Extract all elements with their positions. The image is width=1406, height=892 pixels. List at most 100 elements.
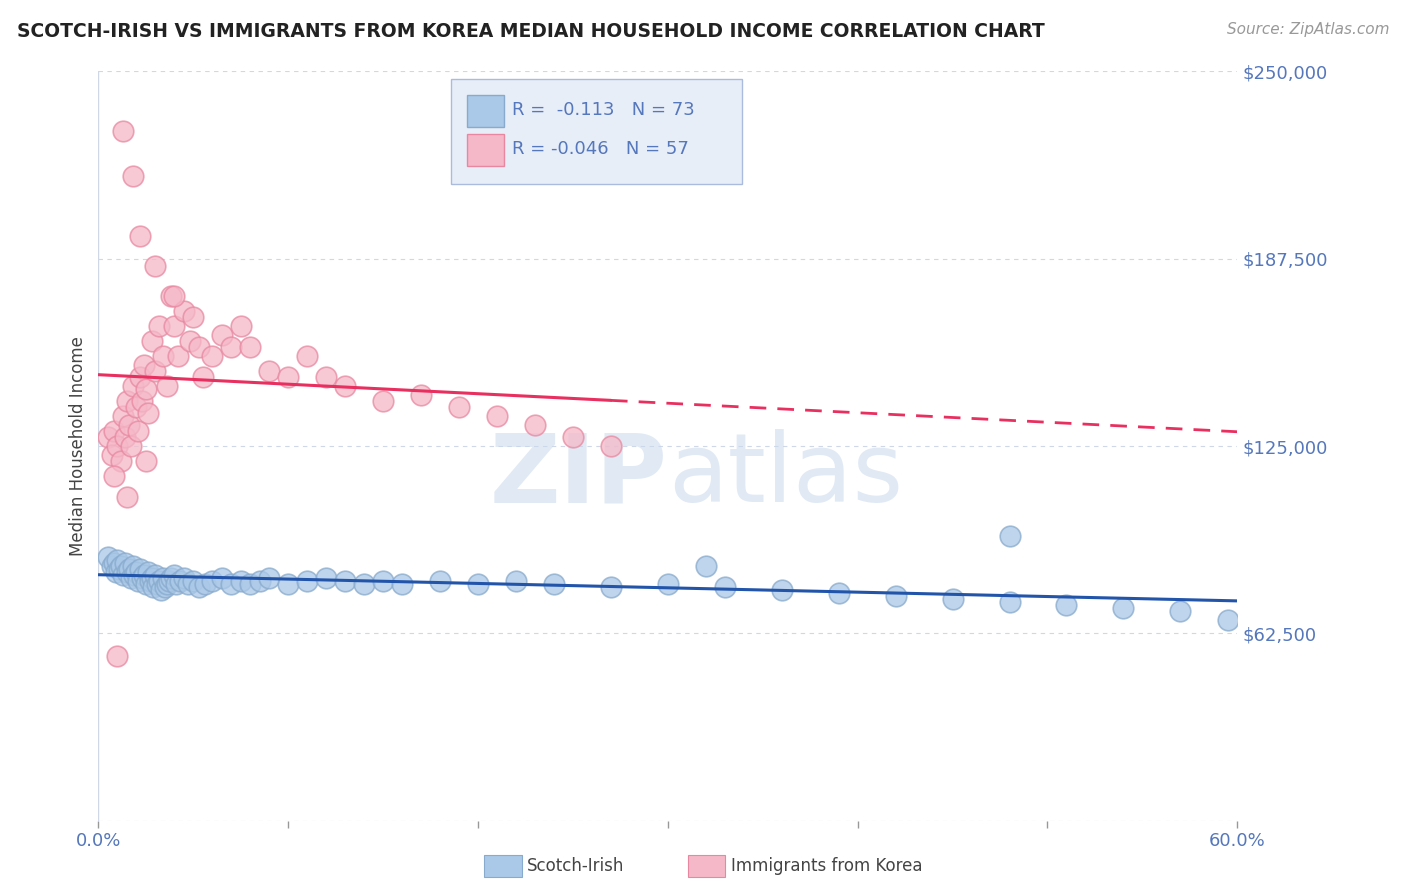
Point: [131, 571, 153, 585]
Point: [107, 439, 129, 453]
Point: [183, 310, 205, 325]
Text: Immigrants from Korea: Immigrants from Korea: [731, 857, 922, 875]
Point: [115, 565, 138, 579]
Point: [229, 574, 252, 588]
Point: [335, 379, 357, 393]
Point: [165, 577, 187, 591]
Point: [600, 439, 623, 453]
Point: [315, 370, 337, 384]
FancyBboxPatch shape: [451, 78, 742, 184]
Point: [124, 567, 146, 582]
Point: [657, 577, 679, 591]
Point: [315, 571, 337, 585]
Point: [114, 430, 136, 444]
Text: SCOTCH-IRISH VS IMMIGRANTS FROM KOREA MEDIAN HOUSEHOLD INCOME CORRELATION CHART: SCOTCH-IRISH VS IMMIGRANTS FROM KOREA ME…: [17, 22, 1045, 41]
Point: [132, 358, 155, 372]
Point: [129, 562, 152, 576]
Point: [115, 490, 138, 504]
Point: [159, 571, 181, 585]
Point: [136, 406, 159, 420]
Point: [467, 577, 489, 591]
Point: [335, 574, 357, 588]
Point: [183, 574, 205, 588]
Point: [135, 454, 157, 468]
Point: [156, 577, 179, 591]
Point: [173, 571, 195, 585]
Point: [229, 319, 252, 334]
Point: [429, 574, 451, 588]
Point: [120, 571, 142, 585]
Point: [107, 553, 129, 567]
Point: [163, 319, 186, 334]
Point: [714, 580, 737, 594]
Point: [277, 577, 299, 591]
Point: [97, 549, 120, 564]
Point: [148, 574, 170, 588]
Point: [486, 409, 509, 423]
Point: [188, 340, 211, 354]
Point: [121, 558, 143, 573]
Point: [239, 577, 262, 591]
Point: [259, 571, 281, 585]
Text: Scotch-Irish: Scotch-Irish: [527, 857, 624, 875]
Point: [191, 370, 214, 384]
Point: [114, 556, 136, 570]
Point: [146, 577, 169, 591]
Point: [103, 469, 125, 483]
Point: [524, 417, 547, 432]
Point: [411, 388, 433, 402]
Point: [121, 379, 143, 393]
Point: [173, 304, 195, 318]
Point: [115, 394, 138, 409]
Point: [600, 580, 623, 594]
Point: [129, 370, 152, 384]
Point: [562, 430, 585, 444]
Point: [112, 567, 135, 582]
Point: [1170, 604, 1192, 618]
Point: [167, 349, 190, 363]
Text: R =  -0.113   N = 73: R = -0.113 N = 73: [512, 101, 695, 119]
Point: [371, 574, 394, 588]
Point: [97, 430, 120, 444]
Point: [103, 556, 125, 570]
FancyBboxPatch shape: [467, 135, 503, 166]
Point: [110, 454, 132, 468]
Point: [1112, 600, 1135, 615]
Point: [148, 319, 170, 334]
FancyBboxPatch shape: [467, 95, 503, 127]
Point: [543, 577, 565, 591]
Point: [211, 571, 233, 585]
Point: [142, 580, 165, 594]
Point: [194, 577, 217, 591]
Point: [100, 558, 122, 573]
Point: [103, 424, 125, 438]
Point: [138, 574, 160, 588]
Point: [449, 400, 471, 414]
Point: [201, 349, 224, 363]
Point: [1056, 598, 1078, 612]
Point: [127, 574, 149, 588]
Point: [153, 580, 176, 594]
Point: [135, 382, 157, 396]
Point: [132, 567, 155, 582]
Point: [188, 580, 211, 594]
Point: [221, 577, 243, 591]
Point: [884, 589, 907, 603]
Text: ZIP: ZIP: [489, 429, 668, 523]
Point: [127, 424, 149, 438]
Point: [141, 571, 163, 585]
Point: [998, 595, 1021, 609]
Point: [1216, 613, 1239, 627]
Point: [169, 574, 191, 588]
Point: [695, 558, 717, 573]
Point: [770, 582, 793, 597]
Point: [371, 394, 394, 409]
Point: [100, 448, 122, 462]
Point: [163, 289, 186, 303]
Point: [118, 562, 141, 576]
Point: [125, 565, 148, 579]
Point: [259, 364, 281, 378]
Point: [145, 567, 167, 582]
Point: [505, 574, 527, 588]
Point: [239, 340, 262, 354]
